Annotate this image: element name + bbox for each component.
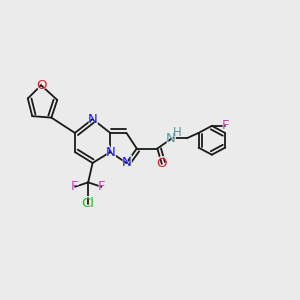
Text: F: F [70,178,80,196]
Text: N: N [88,112,98,126]
Text: F: F [97,178,106,196]
Text: F: F [221,119,229,132]
Text: F: F [98,180,105,193]
Text: Cl: Cl [80,195,96,213]
Text: F: F [220,117,230,135]
Text: O: O [36,79,46,92]
Text: N: N [105,146,115,159]
Text: O: O [157,157,167,170]
Text: H: H [172,125,183,140]
Text: Cl: Cl [82,197,95,210]
Text: O: O [155,155,168,173]
Text: H: H [173,126,182,140]
Text: N: N [164,129,177,147]
Text: N: N [166,132,176,145]
Text: N: N [122,157,131,169]
Text: F: F [71,180,79,193]
Text: N: N [86,110,99,128]
Text: N: N [104,143,116,161]
Text: N: N [120,154,133,172]
Text: O: O [34,76,48,94]
